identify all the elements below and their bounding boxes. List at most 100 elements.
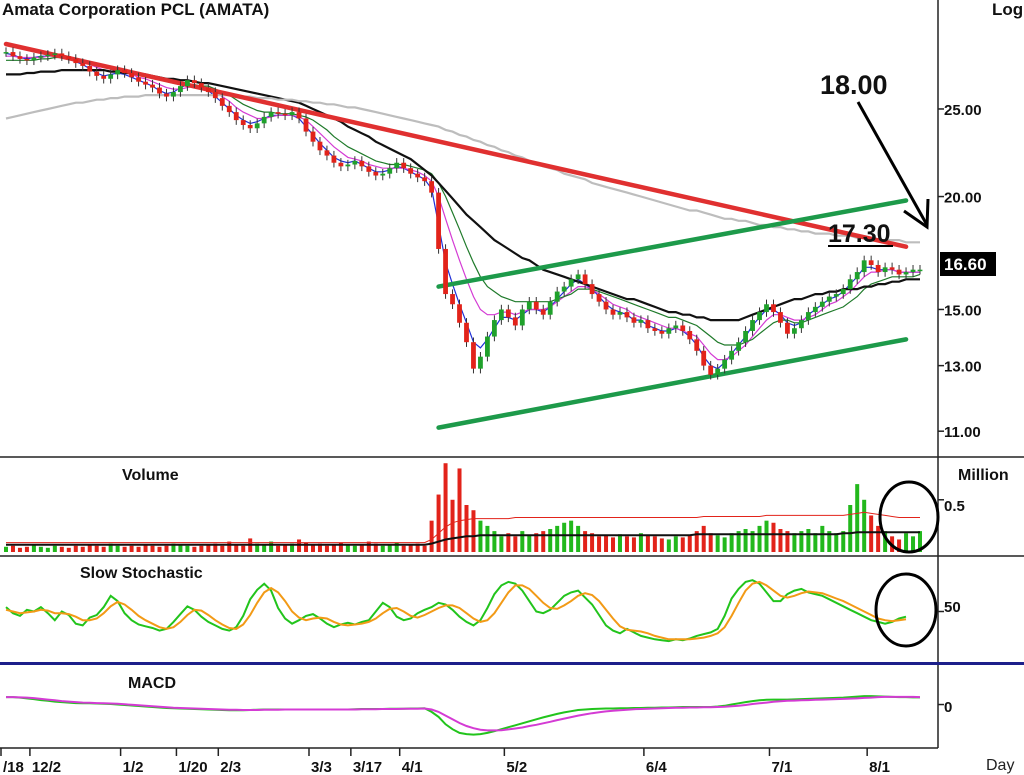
candle-body xyxy=(164,93,169,97)
volume-bar xyxy=(576,525,581,552)
volume-bar xyxy=(394,542,399,552)
candle-body xyxy=(736,342,741,351)
volume-bar xyxy=(673,536,678,552)
candle xyxy=(771,299,776,317)
scale-label: Log xyxy=(992,0,1023,19)
candle-body xyxy=(896,269,902,275)
candle-body xyxy=(729,350,735,360)
candle xyxy=(240,115,246,130)
candle xyxy=(289,107,295,121)
candle-body xyxy=(380,173,386,176)
candle-body xyxy=(373,171,379,176)
candle xyxy=(854,267,860,284)
price-candles xyxy=(3,47,923,380)
candle-body xyxy=(757,312,762,321)
candle xyxy=(157,82,162,99)
candle xyxy=(191,75,197,88)
candle-body xyxy=(198,83,204,88)
volume-bar xyxy=(122,546,127,552)
volume-bar xyxy=(192,546,197,552)
candle-body xyxy=(394,162,400,169)
candle-body xyxy=(917,269,923,272)
volume-bar xyxy=(304,542,309,552)
volume-unit-label: Million xyxy=(958,467,1009,484)
candle xyxy=(875,260,881,277)
candle-body xyxy=(66,56,72,59)
candle xyxy=(380,168,386,181)
volume-bar xyxy=(701,525,706,552)
volume-bar xyxy=(310,544,315,552)
volume-bar xyxy=(904,533,909,552)
candle xyxy=(547,297,553,320)
candle-body xyxy=(526,301,532,310)
candle xyxy=(198,78,204,93)
volume-bar xyxy=(841,531,846,552)
candle-body xyxy=(812,306,818,313)
volume-bar xyxy=(883,531,888,552)
candle-body xyxy=(205,87,211,93)
candle xyxy=(443,244,448,299)
candle-body xyxy=(540,309,546,315)
chart-title: Amata Corporation PCL (AMATA) xyxy=(2,0,269,19)
candle-body xyxy=(701,350,707,366)
candle xyxy=(896,264,902,280)
volume-bar xyxy=(722,537,727,552)
volume-bar xyxy=(17,547,22,552)
candle-body xyxy=(254,123,260,129)
volume-bar xyxy=(408,544,413,552)
trend-line-1 xyxy=(3,41,909,249)
candle-body xyxy=(240,120,246,125)
annotations: 18.00 17.30 xyxy=(820,70,930,248)
candle-body xyxy=(764,304,769,313)
volume-bar xyxy=(499,536,504,552)
volume-bar xyxy=(213,543,218,552)
candle-body xyxy=(408,168,414,174)
candle xyxy=(617,307,623,320)
volume-bar xyxy=(590,533,595,552)
candle-body xyxy=(80,63,86,66)
candle-body xyxy=(854,272,860,280)
volume-bar xyxy=(848,505,853,552)
volume-bar xyxy=(38,546,43,552)
candle-body xyxy=(212,92,218,99)
candle xyxy=(101,71,107,84)
volume-bar xyxy=(115,545,120,552)
volume-bar xyxy=(108,543,113,552)
volume-bar xyxy=(290,543,295,552)
candle xyxy=(861,255,867,277)
stochastic-panel xyxy=(5,579,944,643)
price-tick-label: 15.00 xyxy=(944,302,982,319)
candle xyxy=(659,326,665,339)
volume-bar xyxy=(876,525,881,552)
candle xyxy=(261,112,267,129)
candle-body xyxy=(338,162,344,167)
volume-bar xyxy=(227,541,232,552)
macd-tick-0: 0 xyxy=(944,699,952,716)
volume-bar xyxy=(708,533,713,552)
volume-bar xyxy=(164,545,169,552)
candle xyxy=(868,255,874,270)
candle-body xyxy=(443,248,448,295)
candle xyxy=(561,281,567,297)
volume-bar xyxy=(862,499,867,552)
candle xyxy=(247,120,253,134)
candle-body xyxy=(282,113,288,116)
volume-bar xyxy=(485,525,490,552)
volume-bar xyxy=(541,531,546,552)
volume-bar xyxy=(10,545,15,552)
candle xyxy=(94,66,100,81)
candle-body xyxy=(401,162,407,169)
volume-bar xyxy=(645,535,650,552)
candle xyxy=(317,137,323,156)
volume-bar xyxy=(569,520,574,552)
candle-body xyxy=(603,301,609,310)
candle-body xyxy=(296,112,302,119)
candle xyxy=(66,51,72,64)
last-price-tag: 16.60 xyxy=(940,252,996,276)
volume-bar xyxy=(666,539,671,552)
volume-bar xyxy=(638,533,643,552)
candle-body xyxy=(31,57,37,61)
volume-bar xyxy=(555,525,560,552)
candle xyxy=(150,79,155,93)
candle xyxy=(757,307,762,325)
